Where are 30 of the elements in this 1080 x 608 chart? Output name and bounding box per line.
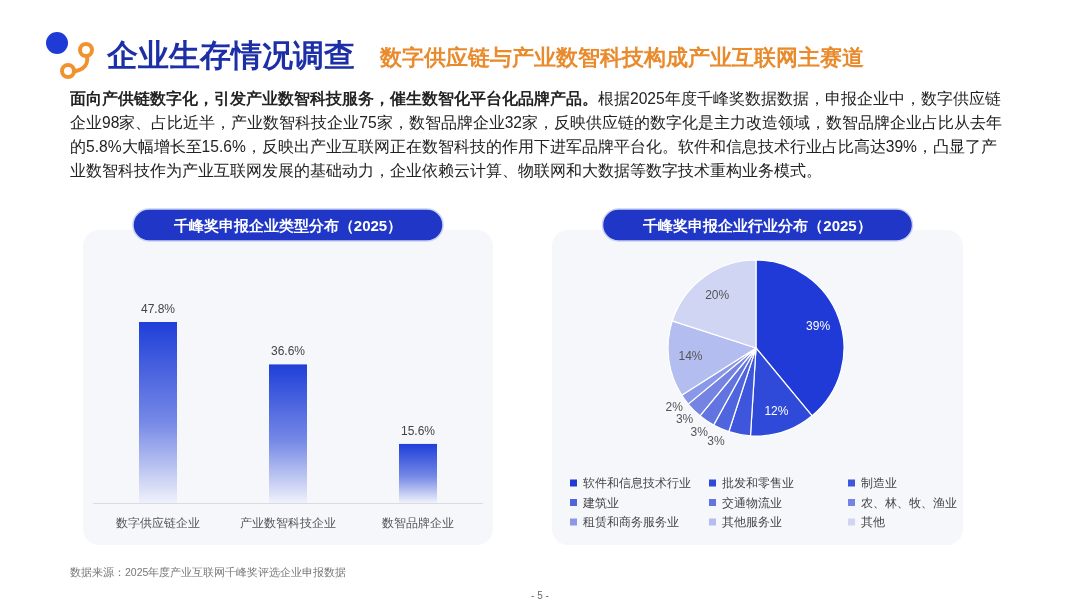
data-label: 47.8%: [140, 302, 176, 316]
data-label: 3%: [675, 412, 694, 427]
data-label: 15.6%: [400, 423, 436, 438]
data-label: 3%: [707, 433, 725, 448]
legend-label: 批发和零售业: [722, 476, 794, 490]
text: - 5 -: [531, 590, 549, 601]
legend-label: 其他服务业: [722, 515, 782, 529]
text: 面向产供链数字化，引发产业数智科技服务，催生数智化平台化品牌产品。根据2025年度千峰奖数据数据，申报企业中，数字供应链企业98家、占比近半，产业数智科技企业75家，数智品牌企业32家，反映供应链的数字化是主力改造领域，数智品牌企业占比从去年的5.8%大幅增长至15.6%，反映出产业互联网正在数智科技的作用下进军品牌平台化。软件和信息技术行业占比高达39%，凸显了产业数智科技作为产业互联网发展的基础动力，企业依赖云计算、物联网和大数据等数字技术重构业务模式。: [70, 90, 1003, 179]
legend-label: 建筑业: [582, 495, 619, 510]
source-note: 数据来源：2025年度产业互联网千峰奖评选企业申报数据: [70, 566, 347, 578]
x-tick-label: 数字供应链企业: [116, 516, 200, 530]
x-tick-label: 数智品牌企业: [382, 516, 454, 530]
text: 企业生存情况调查: [107, 37, 355, 75]
legend-label: 其他: [861, 515, 885, 529]
chart-title: 千峰奖申报企业类型分布（2025）: [172, 216, 403, 234]
legend-label: 农、林、牧、渔业: [861, 495, 957, 510]
text: 数字供应链与产业数智科技构成产业互联网主赛道: [380, 44, 864, 72]
chart-title: 千峰奖申报企业行业分布（2025）: [642, 216, 872, 234]
legend-label: 交通物流业: [722, 495, 782, 510]
x-tick-label: 产业数智科技企业: [240, 516, 336, 530]
legend-label: 软件和信息技术行业: [583, 476, 691, 490]
data-label: 36.6%: [270, 344, 306, 359]
data-label: 20%: [705, 287, 730, 302]
data-label: 3%: [690, 424, 709, 439]
legend-label: 租赁和商务服务业: [583, 515, 679, 529]
data-label: 39%: [806, 318, 831, 333]
data-label: 14%: [678, 349, 703, 364]
data-label: 2%: [665, 400, 684, 415]
data-label: 12%: [764, 403, 789, 418]
legend-label: 制造业: [861, 476, 897, 490]
